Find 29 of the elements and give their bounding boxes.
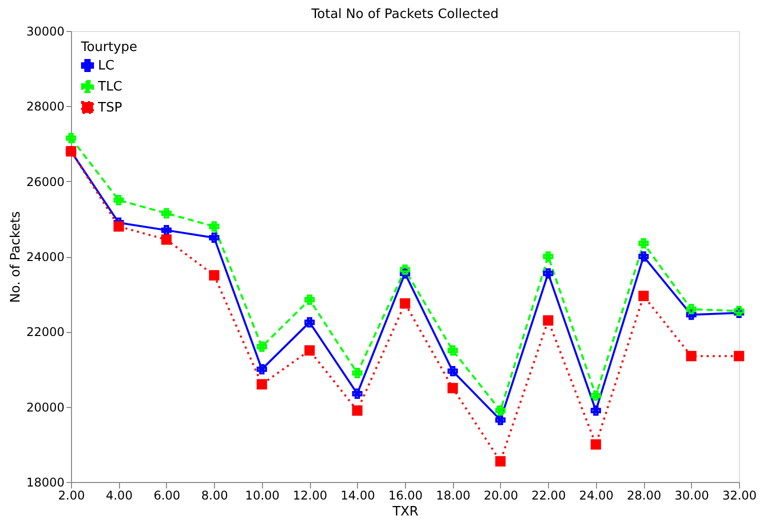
x-tick-label: 14.00 xyxy=(340,488,375,502)
chart-title: Total No of Packets Collected xyxy=(310,7,499,22)
legend-title: Tourtype xyxy=(80,40,138,55)
x-tick-label: 18.00 xyxy=(436,488,470,502)
x-tick-label: 28.00 xyxy=(626,488,662,502)
x-tick-label: 4.00 xyxy=(106,488,133,502)
x-tick-label: 32.00 xyxy=(722,488,757,502)
x-tick-label: 16.00 xyxy=(388,488,423,502)
legend-label: LC xyxy=(98,58,114,74)
x-tick-label: 22.00 xyxy=(531,488,566,502)
x-axis-title: TXR xyxy=(392,504,418,520)
x-tick-label: 20.00 xyxy=(484,488,518,502)
y-tick-label: 20000 xyxy=(26,400,64,414)
y-tick-label: 18000 xyxy=(26,476,64,490)
legend-label: TSP xyxy=(97,100,122,116)
x-tick-label: 8.00 xyxy=(201,488,228,502)
x-tick-label: 30.00 xyxy=(674,488,709,502)
y-tick-label: 26000 xyxy=(26,174,64,189)
legend-label: TLC xyxy=(97,80,122,94)
x-tick-label: 2.00 xyxy=(58,488,85,502)
y-axis-title: No. of Packets xyxy=(8,210,24,303)
y-tick-label: 22000 xyxy=(26,325,64,340)
y-tick-label: 24000 xyxy=(26,250,64,264)
y-tick-label: 28000 xyxy=(26,100,64,114)
x-tick-label: 12.00 xyxy=(292,488,328,502)
y-tick-label: 30000 xyxy=(26,24,64,38)
x-tick-label: 24.00 xyxy=(579,488,614,502)
x-tick-label: 10.00 xyxy=(245,488,280,502)
x-tick-label: 6.00 xyxy=(154,488,180,502)
